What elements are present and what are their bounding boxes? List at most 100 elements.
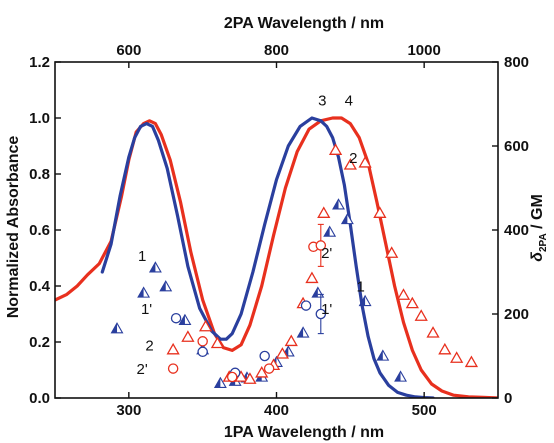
series-layer bbox=[55, 116, 498, 398]
data-point-2-2-fill bbox=[149, 262, 156, 272]
data-point-2-18 bbox=[376, 349, 390, 361]
marker-layer bbox=[110, 143, 479, 388]
y2-axis-title: δ2PA / GM bbox=[529, 194, 549, 262]
data-point-3-25 bbox=[464, 355, 479, 368]
annotation-7: 2' bbox=[137, 361, 148, 378]
data-point-4-3 bbox=[259, 350, 270, 362]
data-point-2-4 bbox=[178, 313, 192, 325]
data-point-2-12-fill bbox=[297, 327, 304, 338]
annotation-9: 1' bbox=[321, 301, 332, 318]
data-point-2-0 bbox=[110, 322, 124, 334]
data-point-2-14 bbox=[323, 225, 337, 237]
data-point-2-15 bbox=[332, 198, 345, 210]
data-point-4-0 bbox=[170, 312, 182, 324]
data-point-2-1-fill bbox=[138, 287, 144, 298]
data-point-2-1 bbox=[137, 286, 151, 298]
data-point-2-0-fill bbox=[111, 323, 118, 333]
series-line-1 bbox=[100, 116, 435, 398]
annotation-8: 2' bbox=[321, 245, 332, 262]
data-point-2-16-fill bbox=[341, 214, 348, 224]
data-point-5-3 bbox=[263, 363, 275, 374]
data-point-3-22 bbox=[426, 326, 440, 338]
data-point-3-10 bbox=[284, 334, 298, 347]
x-tick-label-2: 500 bbox=[412, 402, 437, 419]
y-tick-label-3: 0.6 bbox=[29, 222, 50, 239]
data-point-2-14-fill bbox=[324, 226, 330, 237]
data-point-3-13 bbox=[317, 206, 331, 218]
data-point-2-2 bbox=[148, 261, 162, 273]
data-point-5-0 bbox=[167, 363, 179, 374]
data-point-3-21 bbox=[414, 309, 428, 321]
y-axis-title: Normalized Absorbance bbox=[5, 136, 22, 319]
data-point-3-15 bbox=[343, 158, 357, 170]
data-point-2-3-fill bbox=[160, 281, 166, 291]
x2-tick-label-1: 800 bbox=[264, 42, 289, 59]
data-point-3-14 bbox=[328, 143, 343, 155]
data-point-2-4-fill bbox=[179, 314, 185, 325]
y2-axis-title-subscript: 2PA bbox=[538, 233, 549, 252]
data-point-2-18-fill bbox=[377, 350, 383, 361]
data-point-3-2 bbox=[198, 319, 213, 332]
data-point-2-17 bbox=[358, 294, 372, 307]
data-point-3-17 bbox=[373, 206, 387, 218]
data-point-3-1 bbox=[181, 330, 195, 342]
annotation-2: 2 bbox=[349, 150, 357, 167]
data-point-3-0 bbox=[166, 342, 180, 355]
data-point-2-19 bbox=[394, 370, 407, 382]
y2-tick-label-4: 800 bbox=[504, 54, 529, 71]
data-point-5-2 bbox=[226, 371, 238, 383]
x-axis-title: 1PA Wavelength / nm bbox=[224, 424, 384, 441]
error-bar-point-1 bbox=[315, 308, 327, 320]
annotation-3: 1 bbox=[356, 279, 364, 296]
annotation-layer: 3 4 2 1 1 1' 2 2' 2' 1' bbox=[137, 92, 365, 378]
x2-tick-label-0: 600 bbox=[116, 42, 141, 59]
data-point-2-13 bbox=[311, 286, 325, 298]
data-point-3-9 bbox=[275, 347, 290, 359]
data-point-3-19 bbox=[396, 288, 411, 300]
data-point-2-12 bbox=[296, 326, 310, 338]
data-point-3-12 bbox=[305, 271, 319, 284]
data-point-2-6 bbox=[213, 376, 227, 388]
y-tick-label-5: 1.0 bbox=[29, 110, 50, 127]
data-point-3-18 bbox=[385, 246, 399, 258]
annotation-4: 1 bbox=[138, 248, 146, 265]
data-point-2-6-fill bbox=[214, 377, 221, 388]
y-tick-label-1: 0.2 bbox=[29, 334, 50, 351]
y-tick-label-4: 0.8 bbox=[29, 166, 50, 183]
annotation-0: 3 bbox=[318, 92, 326, 109]
annotation-1: 4 bbox=[345, 92, 353, 109]
y-tick-label-2: 0.4 bbox=[29, 278, 51, 295]
data-point-2-16 bbox=[340, 212, 354, 225]
data-point-5-1 bbox=[197, 336, 208, 347]
data-point-3-23 bbox=[438, 342, 452, 355]
data-point-3-20 bbox=[405, 296, 419, 309]
tick-layer: 300 400 500 600 800 1000 0.0 0.2 0.4 0.6 0.8 1.0 1.2… bbox=[29, 42, 529, 419]
data-point-3-3 bbox=[210, 336, 225, 349]
data-point-3-6 bbox=[243, 372, 257, 384]
y-tick-label-0: 0.0 bbox=[29, 390, 50, 407]
x-tick-label-1: 400 bbox=[264, 402, 289, 419]
annotation-5: 1' bbox=[141, 301, 152, 318]
data-point-2-17-fill bbox=[359, 295, 366, 306]
data-point-3-16 bbox=[358, 155, 372, 168]
x2-tick-label-2: 1000 bbox=[407, 42, 440, 59]
data-point-2-15-fill bbox=[333, 199, 339, 209]
data-point-3-7 bbox=[255, 365, 269, 378]
data-point-2-19-fill bbox=[395, 371, 401, 382]
x-tick-label-0: 300 bbox=[116, 402, 141, 419]
y2-tick-label-0: 0 bbox=[504, 390, 512, 407]
data-point-4-1 bbox=[197, 346, 208, 358]
error-bar-point-0 bbox=[315, 240, 327, 251]
y-tick-label-6: 1.2 bbox=[29, 54, 50, 71]
y2-axis-title-symbol: δ bbox=[529, 252, 546, 262]
data-point-2-13-fill bbox=[312, 287, 318, 298]
y2-tick-label-3: 600 bbox=[504, 138, 529, 155]
data-point-3-24 bbox=[450, 351, 464, 363]
y2-axis-title-unit: / GM bbox=[529, 194, 546, 233]
x2-axis-title: 2PA Wavelength / nm bbox=[224, 15, 384, 32]
y2-tick-label-1: 200 bbox=[504, 306, 529, 323]
data-point-2-3 bbox=[159, 280, 173, 292]
y2-tick-label-2: 400 bbox=[504, 222, 529, 239]
data-point-4-4 bbox=[300, 300, 312, 311]
